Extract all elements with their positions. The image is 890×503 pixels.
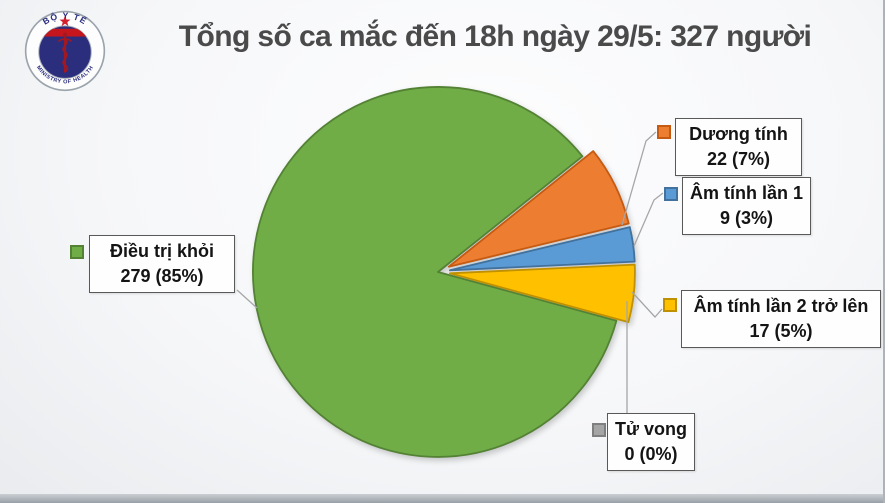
- callout-value: 279 (85%): [120, 266, 204, 286]
- callout-duong-tinh: Dương tính 22 (7%): [675, 118, 802, 176]
- callout-dieu-tri-khoi: Điều trị khỏi 279 (85%): [89, 235, 235, 293]
- leader-line-am-tinh-lan-1: [633, 192, 664, 247]
- logo-star-icon: [59, 15, 71, 27]
- logo-staff-snake-icon: [57, 32, 73, 73]
- callout-am-tinh-lan-1: Âm tính lần 1 9 (3%): [682, 177, 812, 235]
- callout-label: Dương tính: [689, 124, 788, 144]
- callout-label: Tử vong: [615, 419, 688, 439]
- callout-label: Âm tính lần 2 trở lên: [693, 296, 869, 316]
- leader-line-dieu-tri-khoi: [236, 289, 258, 309]
- callout-tu-vong: Tử vong 0 (0%): [607, 413, 696, 471]
- callout-value: 17 (5%): [749, 321, 813, 341]
- legend-marker-duong-tinh: [657, 125, 671, 139]
- pie-slice-2: [449, 226, 636, 272]
- callout-label: Âm tính lần 1: [690, 183, 804, 203]
- pie-slice-0: [252, 86, 618, 458]
- leader-line-am-tinh-lan-2: [631, 291, 663, 318]
- legend-marker-tu-vong: [592, 423, 606, 437]
- callout-am-tinh-lan-2: Âm tính lần 2 trở lên 17 (5%): [681, 290, 881, 348]
- slide-bottom-edge: [0, 494, 884, 503]
- pie-slice-1: [447, 150, 630, 268]
- leader-line-duong-tinh: [621, 131, 657, 226]
- legend-marker-dieu-tri-khoi: [70, 245, 84, 259]
- legend-marker-am-tinh-lan-1: [664, 187, 678, 201]
- legend-marker-am-tinh-lan-2: [663, 298, 677, 312]
- slide-right-edge: [883, 0, 885, 503]
- callout-value: 0 (0%): [624, 444, 678, 464]
- callout-value: 22 (7%): [706, 149, 771, 169]
- callout-value: 9 (3%): [720, 208, 774, 228]
- callout-label: Điều trị khỏi: [109, 241, 214, 261]
- chart-title: Tổng số ca mắc đến 18h ngày 29/5: 327 ng…: [178, 20, 812, 53]
- ministry-of-health-logo: BỘ Y TẾ MINISTRY OF HEALTH: [24, 10, 106, 92]
